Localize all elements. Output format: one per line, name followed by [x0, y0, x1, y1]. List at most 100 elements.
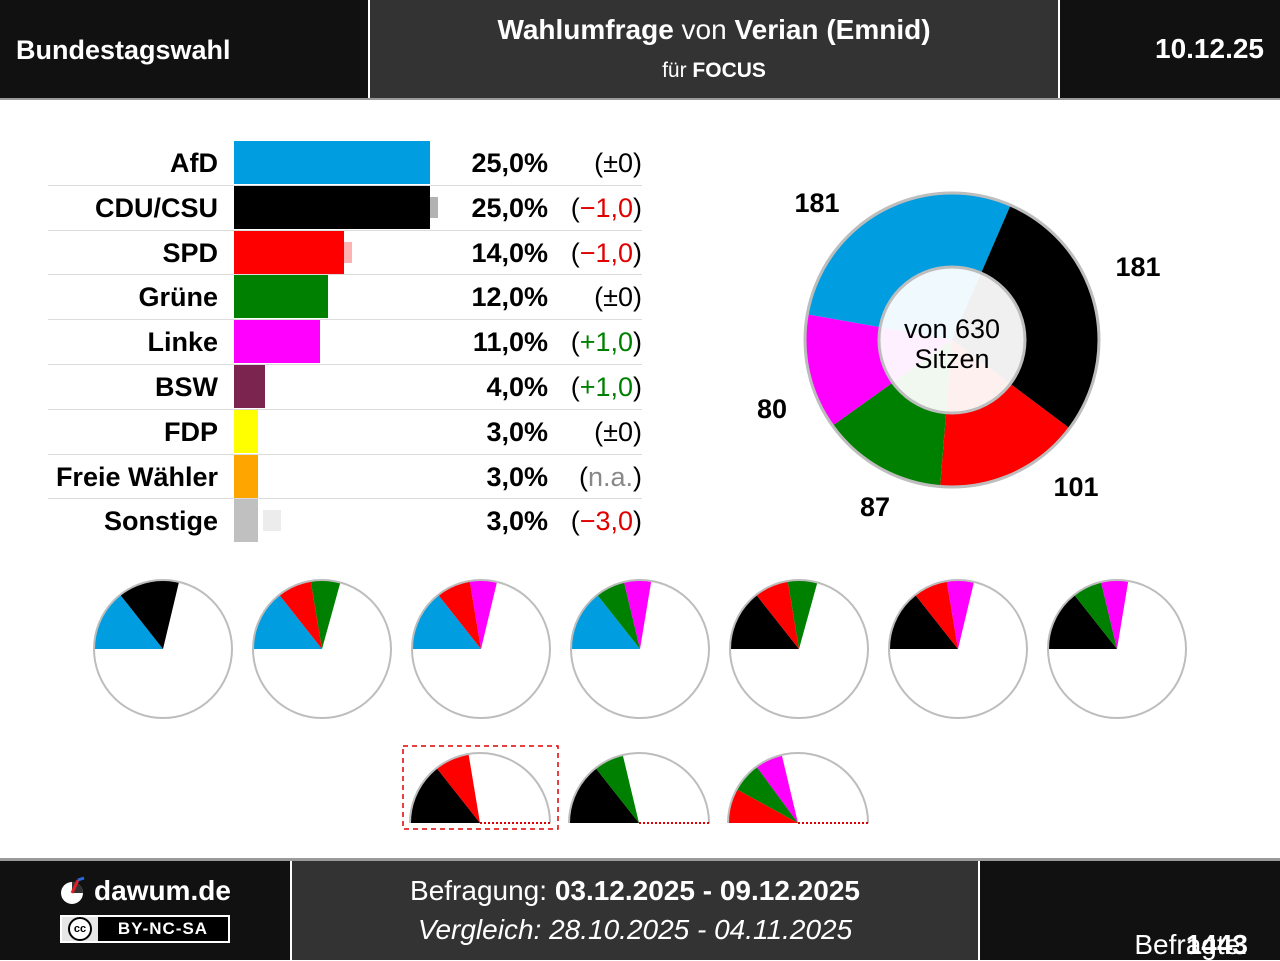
coalition-slice-afd	[94, 594, 163, 649]
value-label: 3,0%	[486, 461, 548, 492]
seat-label-spd: 101	[1053, 472, 1098, 502]
coalition-outline	[92, 579, 234, 719]
footer-center: Befragung: 03.12.2025 - 09.12.2025 Vergl…	[292, 861, 978, 960]
party-row-gruene: Grüne 12,0% (±0)	[48, 275, 642, 321]
donut-hole	[877, 265, 1027, 415]
survey-label: Befragung:	[410, 875, 548, 906]
coalition-cdu-csu-spd-linke	[887, 579, 1029, 719]
value-label: 25,0%	[471, 192, 548, 223]
coalition-slice-cdu-csu	[120, 580, 180, 649]
site-logo[interactable]: dawum.de	[58, 875, 231, 907]
change-label: (±0)	[594, 282, 642, 313]
value-label: 14,0%	[471, 237, 548, 268]
highlighted-coalition-box	[402, 745, 559, 830]
coalition-slice-gruene	[1074, 581, 1117, 649]
coalition-slice-spd	[728, 789, 798, 823]
coalition-slice-spd	[438, 580, 481, 649]
respondents-label: Befragte:	[1134, 929, 1248, 960]
poll-word: Wahlumfrage	[497, 14, 674, 45]
party-row-bsw: BSW 4,0% (+1,0)	[48, 364, 642, 410]
coalition-slice-spd	[915, 580, 958, 649]
bar-fdp	[234, 409, 258, 453]
party-name: Freie Wähler	[55, 461, 218, 492]
party-name: FDP	[164, 416, 218, 447]
survey-period: 03.12.2025 - 09.12.2025	[554, 875, 860, 906]
compare-period-line: Vergleich: 28.10.2025 - 04.11.2025	[292, 914, 978, 946]
site-name: dawum.de	[94, 875, 231, 906]
change-label: (+1,0)	[570, 327, 642, 358]
coalition-slice-linke	[623, 580, 652, 649]
coalition-cdu-csu-spd-gruene	[728, 579, 870, 719]
coalition-spd-gruene-linke	[727, 752, 869, 824]
seat-label-gruene: 87	[860, 492, 890, 522]
seat-total-line-2: Sitzen	[914, 344, 989, 374]
coalition-outline	[728, 579, 870, 719]
coalition-outline	[887, 579, 1029, 719]
party-row-linke: Linke 11,0% (+1,0)	[48, 320, 642, 365]
previous-marker-bsw	[239, 375, 258, 397]
coalition-row-1	[92, 579, 1188, 719]
poll-client-line: für FOCUS	[370, 59, 1058, 83]
coalition-afd-cdu-csu	[92, 579, 234, 719]
coalition-slice-linke	[1100, 580, 1129, 649]
compare-label: Vergleich:	[417, 914, 542, 945]
party-row-freie-waehler: Freie Wähler 3,0% (n.a.)	[48, 454, 642, 500]
coalition-slice-cdu-csu	[889, 594, 958, 649]
bar-freie-waehler	[234, 454, 258, 498]
coalition-slice-linke	[469, 580, 498, 649]
coalition-slice-afd	[412, 594, 481, 649]
value-label: 12,0%	[471, 282, 548, 313]
change-label: (−3,0)	[570, 506, 642, 537]
coalition-row-2	[402, 745, 869, 830]
cc-icon: cc	[68, 917, 92, 941]
respondents-count: 1443	[1185, 929, 1248, 960]
donut-outline	[803, 191, 1101, 489]
value-label: 3,0%	[486, 506, 548, 537]
value-label: 25,0%	[471, 148, 548, 178]
value-label: 4,0%	[486, 371, 548, 402]
license-badge[interactable]: cc BY-NC-SA	[60, 915, 230, 943]
previous-marker-linke	[294, 331, 313, 353]
coalition-slice-cdu-csu	[730, 594, 799, 649]
previous-marker-afd	[412, 152, 430, 173]
coalition-afd-spd-gruene	[251, 579, 393, 719]
footer-divider	[0, 858, 1280, 861]
party-row-fdp: FDP 3,0% (±0)	[48, 409, 642, 455]
coalition-slice-gruene	[597, 581, 640, 649]
coalition-afd-spd-linke	[410, 579, 552, 719]
coalition-slice-spd	[436, 753, 480, 823]
bar-bsw	[234, 364, 266, 408]
party-name: AfD	[170, 148, 218, 178]
coalition-outline	[568, 752, 710, 824]
change-label: (−1,0)	[570, 237, 642, 268]
coalition-slice-cdu-csu	[1048, 594, 1117, 649]
coalition-slice-cdu-csu	[569, 768, 639, 823]
party-name: Sonstige	[103, 506, 218, 537]
seat-slice-cdu-csu	[952, 205, 1099, 429]
coalition-outline	[251, 579, 393, 719]
previous-marker-freie-waehler	[239, 465, 258, 487]
party-row-sonstige: Sonstige 3,0% (−3,0)	[48, 499, 642, 544]
value-label: 11,0%	[472, 327, 548, 358]
previous-marker-cdu-csu	[419, 196, 438, 218]
footer-left: dawum.de cc BY-NC-SA	[0, 861, 290, 960]
fuer-word: für	[662, 59, 687, 82]
coalition-outline	[727, 752, 869, 824]
coalition-slice-gruene	[787, 580, 818, 649]
seat-label-afd: 181	[794, 188, 839, 218]
change-label: (−1,0)	[570, 192, 642, 223]
vote-share-bar-chart: AfD 25,0% (±0) CDU/CSU 25,0% (−1,0) SPD 14,0% (−…	[48, 141, 642, 544]
coalition-slice-afd	[253, 594, 322, 649]
election-title: Bundestagswahl	[16, 35, 231, 65]
party-row-cdu-csu: CDU/CSU 25,0% (−1,0)	[48, 185, 642, 231]
party-row-afd: AfD 25,0% (±0)	[48, 141, 642, 186]
seat-label-linke: 80	[757, 394, 787, 424]
coalition-outline	[409, 752, 551, 824]
previous-marker-sonstige	[263, 510, 282, 532]
bar-afd	[234, 141, 430, 184]
coalition-cdu-csu-gruene	[568, 752, 710, 824]
bar-spd	[234, 230, 344, 274]
header-right: 10.12.25	[1060, 0, 1280, 98]
coalition-slice-spd	[756, 580, 799, 649]
